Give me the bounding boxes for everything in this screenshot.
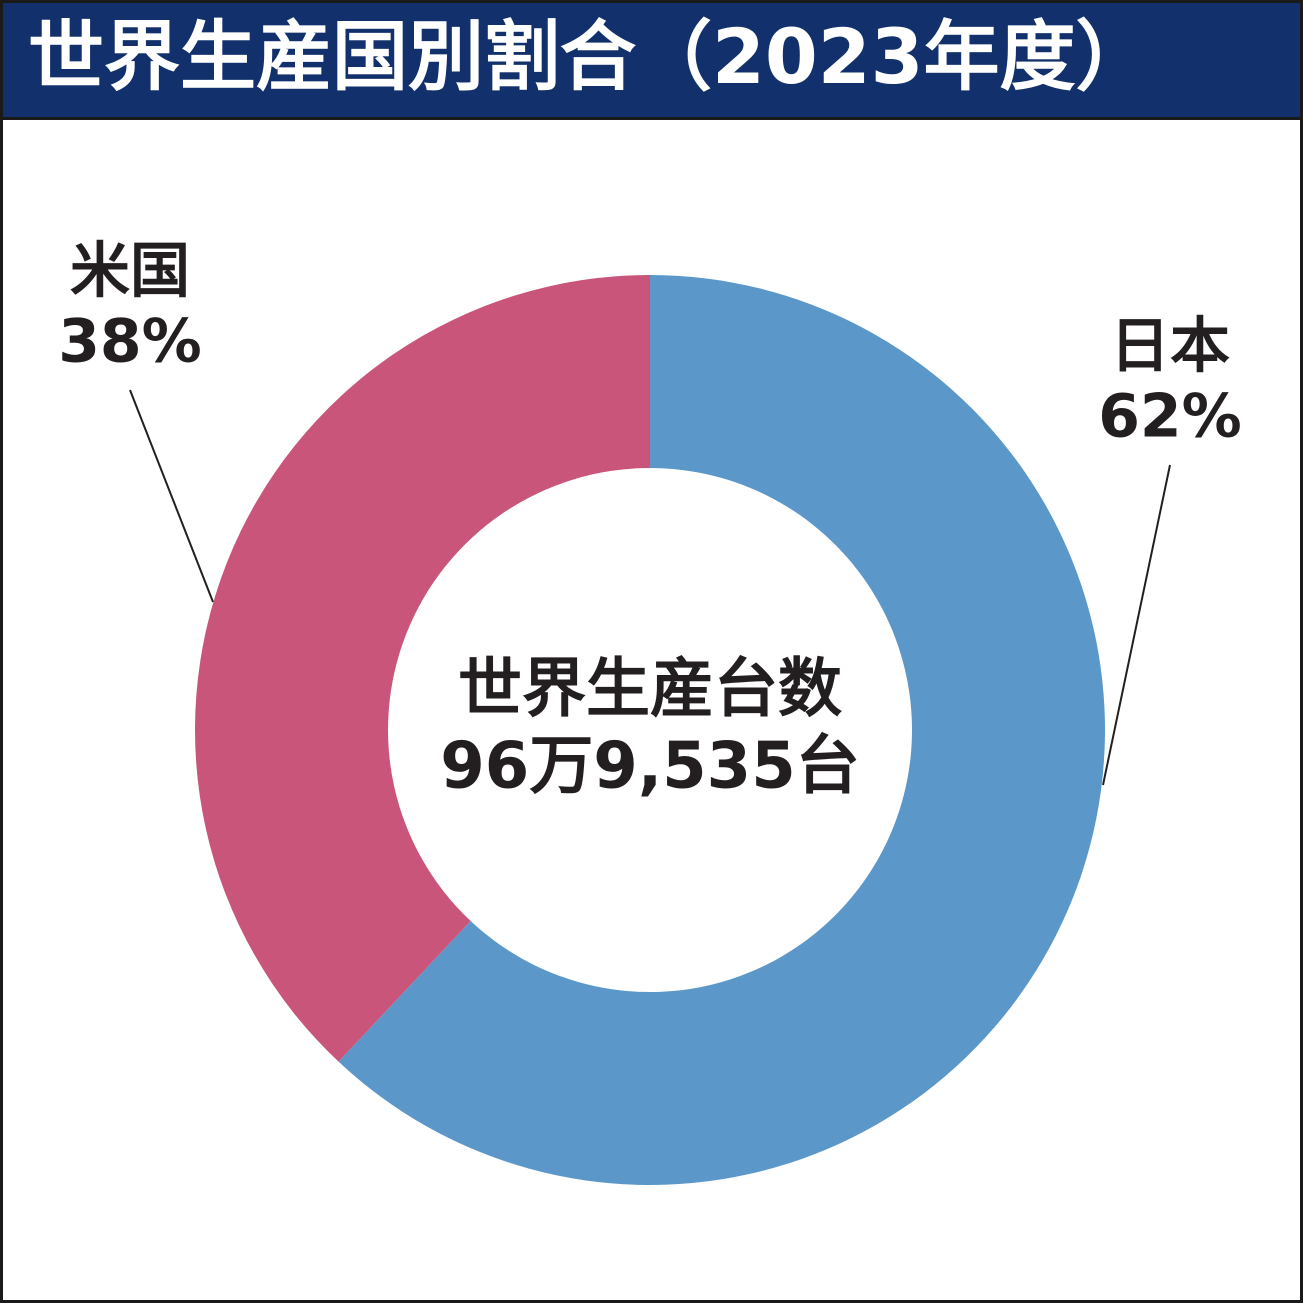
leader-line [129,389,214,603]
value-label: 38% [58,307,202,377]
chart-title: 世界生産国別割合（2023年度） [28,12,1152,101]
category-label: 米国 [70,237,190,307]
title-bar [0,0,1303,120]
donut-slice [194,275,650,1062]
center-value: 96万9,535台 [440,730,860,804]
leader-line [1102,464,1171,786]
center-label: 世界生産台数 [458,653,842,727]
value-label: 62% [1098,382,1242,452]
category-label: 日本 [1110,312,1230,382]
donut-slice [338,275,1105,1185]
